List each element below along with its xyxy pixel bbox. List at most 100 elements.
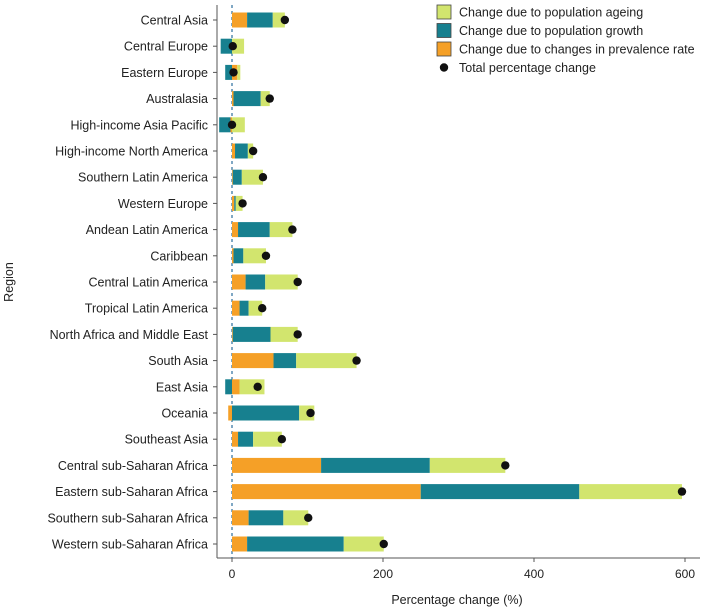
- bar-segment: [232, 326, 233, 342]
- total-dot: [677, 487, 687, 496]
- bar-segment: [232, 248, 234, 264]
- bar-segment: [232, 536, 248, 552]
- bar-segment: [239, 300, 249, 316]
- category-label: East Asia: [156, 380, 208, 394]
- category-label: Caribbean: [150, 249, 208, 263]
- total-dot: [227, 120, 237, 129]
- bar-segment: [243, 248, 266, 264]
- category-label: Western sub-Saharan Africa: [52, 538, 208, 552]
- total-dot: [379, 539, 388, 549]
- legend-label: Change due to changes in prevalence rate: [459, 43, 695, 57]
- category-label: Australasia: [146, 92, 208, 106]
- bar-segment: [429, 457, 506, 473]
- bar-segment: [225, 64, 232, 80]
- bar-segment: [343, 536, 384, 552]
- total-dot: [258, 173, 268, 182]
- bar-segment: [232, 326, 271, 342]
- category-label: Oceania: [161, 407, 208, 421]
- total-dot: [293, 330, 302, 339]
- bar-segment: [233, 91, 261, 107]
- category-label: Western Europe: [118, 197, 208, 211]
- bar-segment: [232, 484, 421, 500]
- total-dot: [288, 225, 297, 234]
- bar-segment: [260, 91, 270, 107]
- bar-segment: [232, 431, 239, 447]
- bar-segment: [225, 379, 232, 395]
- bar-segment: [245, 274, 266, 290]
- bar-segment: [247, 536, 344, 552]
- category-label: High-income North America: [55, 145, 208, 159]
- total-dot: [501, 461, 510, 470]
- bar-segment: [228, 405, 232, 421]
- bar-segment: [269, 222, 293, 238]
- bar-segment: [232, 379, 240, 395]
- category-label: North Africa and Middle East: [50, 328, 209, 342]
- category-label: Central Latin America: [88, 276, 208, 290]
- category-label: Eastern Europe: [121, 66, 208, 80]
- totals-layer: [227, 15, 687, 549]
- total-dot: [280, 15, 290, 25]
- category-label: South Asia: [148, 354, 208, 368]
- total-dot: [258, 304, 267, 313]
- bar-segment: [265, 274, 298, 290]
- category-label: High-income Asia Pacific: [70, 118, 208, 132]
- bar-segment: [296, 353, 357, 369]
- category-label: Tropical Latin America: [85, 302, 208, 316]
- total-dot: [306, 408, 315, 418]
- bar-segment: [232, 117, 245, 133]
- bars-layer: [219, 12, 682, 552]
- bar-segment: [579, 484, 682, 500]
- bar-segment: [233, 248, 244, 264]
- bar-segment: [272, 12, 285, 28]
- total-dot: [265, 94, 274, 103]
- bar-segment: [238, 431, 254, 447]
- category-label: Southeast Asia: [125, 433, 208, 447]
- total-dot: [228, 42, 237, 51]
- total-dot: [238, 199, 247, 208]
- bar-segment: [420, 484, 580, 500]
- bar-segment: [232, 169, 242, 185]
- bar-segment: [321, 457, 430, 473]
- bar-segment: [234, 195, 236, 211]
- bar-segment: [232, 222, 239, 238]
- bar-segment: [219, 117, 231, 133]
- bar-segment: [232, 353, 274, 369]
- x-tick-label: 0: [229, 567, 236, 581]
- bar-segment: [232, 169, 233, 185]
- bar-segment: [241, 169, 263, 185]
- bar-segment: [253, 431, 282, 447]
- bar-segment: [273, 353, 297, 369]
- total-dot: [293, 277, 302, 287]
- legend-swatch: [436, 4, 452, 20]
- legend-swatch: [436, 41, 452, 57]
- category-label: Southern Latin America: [78, 171, 208, 185]
- bar-segment: [232, 195, 235, 211]
- bar-segment: [220, 38, 232, 54]
- total-dot: [253, 382, 262, 391]
- total-dot: [229, 68, 238, 77]
- bar-segment: [232, 510, 249, 526]
- bar-segment: [237, 64, 241, 80]
- bar-segment: [232, 91, 234, 107]
- x-tick-label: 400: [524, 567, 544, 581]
- bar-segment: [235, 143, 248, 159]
- y-axis-title: Region: [2, 262, 16, 302]
- category-label: Central Europe: [124, 40, 208, 54]
- category-label: Andean Latin America: [86, 223, 208, 237]
- total-dot: [304, 513, 313, 522]
- x-axis: 0 200 400 600: [229, 558, 695, 581]
- legend-swatch: [439, 63, 449, 72]
- bar-segment: [248, 510, 284, 526]
- bar-segment: [232, 143, 236, 159]
- bar-segment: [238, 222, 270, 238]
- bar-segment: [248, 300, 263, 316]
- legend-label: Change due to population growth: [459, 24, 643, 38]
- total-dot: [352, 356, 361, 365]
- bar-segment: [232, 457, 322, 473]
- total-dot: [277, 435, 287, 444]
- category-label: Southern sub-Saharan Africa: [47, 511, 208, 525]
- x-axis-title: Percentage change (%): [391, 593, 522, 607]
- legend-label: Change due to population ageing: [459, 6, 643, 20]
- total-dot: [248, 146, 258, 156]
